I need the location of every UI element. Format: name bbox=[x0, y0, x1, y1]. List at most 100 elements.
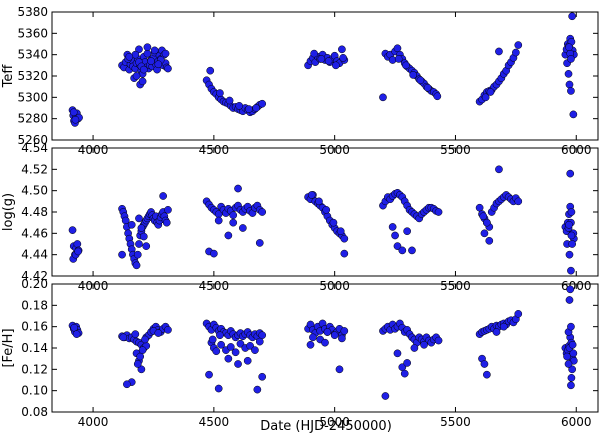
feh-data-point bbox=[137, 365, 146, 374]
logg-data-point bbox=[340, 249, 349, 258]
logg-data-point bbox=[229, 211, 238, 220]
feh-data-point bbox=[403, 359, 411, 367]
feh-data-point bbox=[567, 381, 575, 390]
feh-y-tick-label: 0.14 bbox=[21, 341, 48, 355]
logg-data-point bbox=[255, 239, 264, 247]
logg-data-point bbox=[135, 240, 143, 248]
teff-data-point bbox=[216, 89, 224, 97]
logg-data-point bbox=[567, 208, 576, 216]
logg-data-point bbox=[388, 223, 397, 231]
logg-y-tick-label: 4.50 bbox=[21, 184, 48, 198]
feh-data-point bbox=[340, 327, 349, 335]
logg-y-tick-label: 4.42 bbox=[21, 269, 48, 283]
teff-data-point bbox=[332, 61, 340, 70]
feh-data-point bbox=[568, 340, 577, 349]
logg-data-point bbox=[514, 197, 523, 206]
feh-data-point bbox=[400, 369, 409, 378]
logg-data-point bbox=[229, 218, 238, 227]
feh-data-point bbox=[565, 296, 574, 304]
teff-data-point bbox=[394, 55, 403, 63]
logg-y-tick-label: 4.44 bbox=[21, 248, 48, 262]
teff-y-tick-label: 5300 bbox=[17, 90, 48, 104]
feh-data-point bbox=[231, 348, 240, 357]
feh-data-point bbox=[306, 340, 315, 349]
teff-data-point bbox=[245, 105, 253, 113]
logg-y-axis-label: log(g) bbox=[1, 193, 16, 231]
logg-data-point bbox=[142, 242, 151, 250]
feh-data-point bbox=[164, 326, 172, 334]
teff-data-point bbox=[154, 60, 163, 69]
logg-data-point bbox=[137, 224, 146, 232]
logg-y-tick-label: 4.48 bbox=[21, 205, 48, 219]
feh-data-point bbox=[246, 342, 254, 350]
feh-x-tick-label: 6000 bbox=[561, 415, 592, 429]
teff-data-point bbox=[512, 48, 520, 57]
teff-data-point bbox=[486, 88, 495, 96]
logg-y-tick-label: 4.54 bbox=[21, 141, 48, 155]
teff-y-tick-label: 5360 bbox=[17, 26, 48, 40]
logg-data-point bbox=[340, 234, 349, 243]
feh-data-point bbox=[119, 333, 128, 342]
logg-data-point bbox=[164, 206, 172, 214]
teff-data-point bbox=[252, 104, 260, 112]
feh-data-point bbox=[566, 285, 575, 294]
teff-data-point bbox=[338, 45, 346, 54]
x-axis-label: Date (HJD-2450000) bbox=[260, 419, 392, 434]
logg-data-point bbox=[398, 246, 407, 255]
teff-y-tick-label: 5320 bbox=[17, 69, 48, 83]
feh-y-tick-label: 0.10 bbox=[21, 384, 48, 398]
logg-data-point bbox=[434, 208, 443, 216]
logg-data-point bbox=[495, 165, 503, 174]
teff-data-point bbox=[147, 57, 155, 65]
teff-data-point bbox=[69, 108, 78, 117]
feh-data-point bbox=[393, 349, 402, 358]
feh-points bbox=[68, 285, 578, 400]
logg-data-point bbox=[258, 208, 267, 216]
feh-y-tick-label: 0.16 bbox=[21, 320, 48, 334]
logg-data-point bbox=[403, 227, 411, 236]
teff-data-point bbox=[138, 77, 147, 86]
teff-data-point bbox=[402, 61, 410, 70]
logg-data-point bbox=[567, 266, 575, 275]
logg-data-point bbox=[121, 216, 130, 225]
teff-data-point bbox=[132, 72, 141, 80]
logg-data-point bbox=[393, 242, 402, 250]
feh-y-axis-label: [Fe/H] bbox=[1, 328, 16, 367]
feh-x-tick-label: 4000 bbox=[78, 415, 109, 429]
feh-x-tick-label: 5500 bbox=[440, 415, 471, 429]
teff-data-point bbox=[568, 12, 576, 21]
teff-data-point bbox=[206, 66, 215, 75]
feh-data-point bbox=[217, 340, 225, 349]
feh-data-point bbox=[208, 335, 217, 344]
logg-data-point bbox=[567, 231, 576, 240]
teff-data-point bbox=[317, 55, 326, 63]
teff-y-tick-label: 5260 bbox=[17, 133, 48, 147]
feh-data-point bbox=[568, 365, 576, 374]
teff-data-point bbox=[409, 71, 418, 79]
logg-data-point bbox=[565, 250, 574, 259]
teff-data-point bbox=[567, 55, 575, 63]
teff-data-point bbox=[135, 45, 143, 54]
teff-data-point bbox=[379, 93, 387, 102]
feh-data-point bbox=[141, 335, 149, 344]
teff-data-point bbox=[139, 65, 148, 74]
logg-y-tick-label: 4.52 bbox=[21, 162, 48, 176]
feh-y-tick-label: 0.18 bbox=[21, 298, 48, 312]
feh-data-point bbox=[133, 360, 142, 368]
teff-data-point bbox=[565, 43, 573, 52]
logg-data-point bbox=[408, 246, 416, 255]
teff-data-point bbox=[161, 49, 170, 58]
teff-data-point bbox=[225, 96, 234, 105]
logg-data-point bbox=[480, 229, 489, 238]
logg-data-point bbox=[322, 206, 331, 214]
panel-teff: 4000 4500 5000 5500 600052605280530053205340… bbox=[1, 5, 599, 157]
feh-data-point bbox=[243, 356, 252, 365]
feh-data-point bbox=[138, 346, 147, 354]
feh-data-point bbox=[251, 346, 259, 354]
feh-data-point bbox=[72, 330, 81, 338]
feh-data-point bbox=[323, 328, 332, 336]
logg-data-point bbox=[479, 212, 488, 221]
feh-data-point bbox=[236, 339, 245, 348]
logg-data-point bbox=[127, 220, 136, 229]
